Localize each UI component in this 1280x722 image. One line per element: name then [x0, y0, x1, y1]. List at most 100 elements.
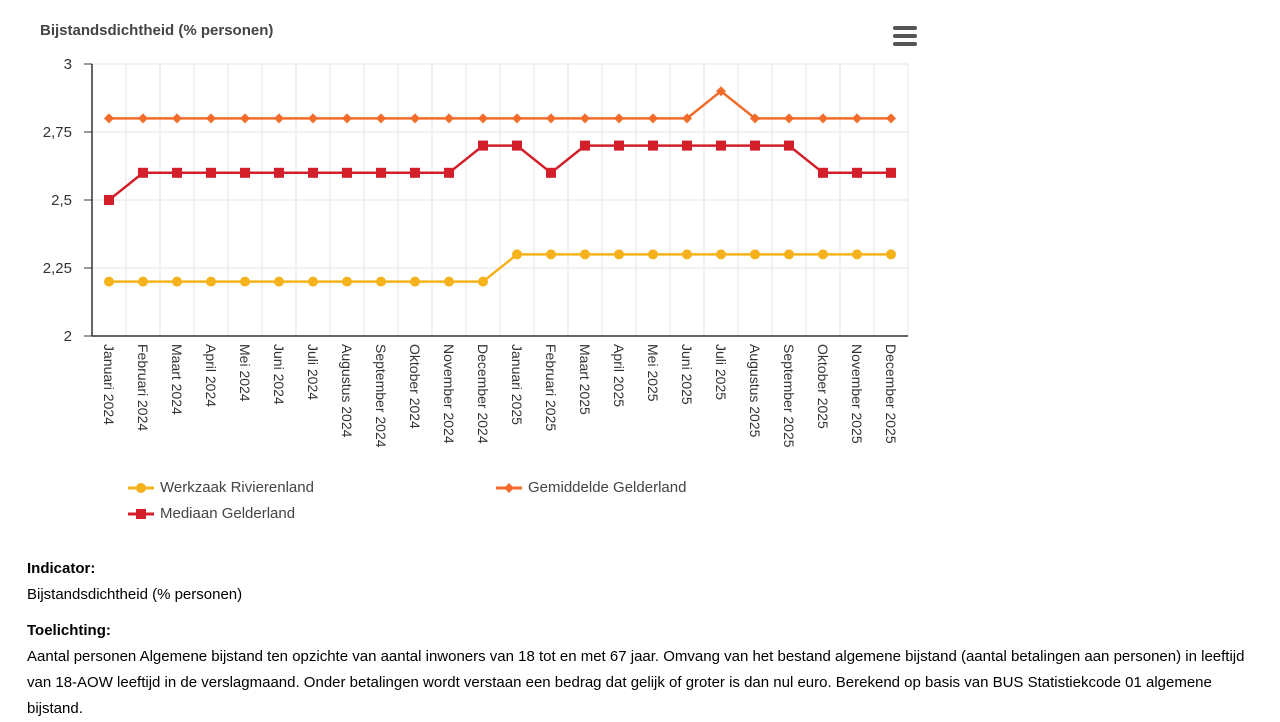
chart-menu-button[interactable] [892, 26, 920, 50]
data-point-square [784, 140, 794, 151]
legend-item-mediaan[interactable]: Mediaan Gelderland [128, 505, 295, 522]
data-point-diamond [342, 113, 352, 124]
x-tick-label: Mei 2024 [237, 344, 253, 402]
data-point-circle [410, 276, 420, 287]
data-point-circle [648, 249, 658, 260]
data-point-circle [308, 276, 318, 287]
data-point-square [750, 140, 760, 151]
line-chart: 2 2,25 2,5 2,75 3 Januari 2024 Februari 2024 Ma… [43, 56, 909, 448]
x-tick-label: November 2025 [849, 344, 865, 444]
x-tick-label: December 2025 [883, 344, 899, 444]
data-point-diamond [512, 113, 522, 124]
x-tick-label: Juli 2025 [713, 344, 729, 400]
x-tick-label: April 2024 [203, 344, 219, 407]
data-point-square [818, 167, 828, 178]
data-point-circle [512, 249, 522, 260]
legend-label: Mediaan Gelderland [160, 505, 296, 522]
legend-item-werkzaak[interactable]: Werkzaak Rivierenland [128, 479, 314, 496]
series-line-0 [109, 253, 891, 283]
data-point-circle [546, 249, 556, 260]
data-point-diamond [478, 113, 488, 124]
data-point-square [886, 167, 896, 178]
data-point-square [308, 167, 318, 178]
legend-label: Werkzaak Rivierenland [160, 479, 314, 496]
data-point-square [444, 167, 454, 178]
data-point-diamond [716, 86, 726, 97]
x-tick-label: Mei 2025 [645, 344, 661, 402]
data-point-square [682, 140, 692, 151]
data-point-square [716, 140, 726, 151]
data-point-circle [716, 249, 726, 260]
toelichting-text: Aantal personen Algemene bijstand ten op… [27, 648, 1245, 717]
indicator-label: Indicator: [27, 560, 96, 577]
data-point-diamond [614, 113, 624, 124]
data-point-diamond [240, 113, 250, 124]
data-point-square [546, 167, 556, 178]
x-tick-label: November 2024 [441, 344, 457, 444]
x-tick-label: Februari 2025 [543, 344, 559, 431]
data-point-diamond [376, 113, 386, 124]
data-point-diamond [818, 113, 828, 124]
x-tick-label: December 2024 [475, 344, 491, 444]
data-point-diamond [648, 113, 658, 124]
data-point-diamond [852, 113, 862, 124]
data-point-diamond [546, 113, 556, 124]
legend-item-gemiddelde[interactable]: Gemiddelde Gelderland [496, 479, 686, 496]
data-point-circle [852, 249, 862, 260]
toelichting-label: Toelichting: [27, 622, 111, 639]
data-point-square [852, 167, 862, 178]
data-point-circle [274, 276, 284, 287]
data-point-circle [818, 249, 828, 260]
data-point-square [410, 167, 420, 178]
x-tick-label: April 2025 [611, 344, 627, 407]
data-point-circle [172, 276, 182, 287]
data-point-circle [376, 276, 386, 287]
y-tick-label: 2,5 [51, 192, 72, 209]
data-point-diamond [274, 113, 284, 124]
data-point-diamond [206, 113, 216, 124]
data-point-circle [886, 249, 896, 260]
x-tick-label: Juni 2024 [271, 344, 287, 405]
data-point-diamond [308, 113, 318, 124]
data-point-diamond [138, 113, 148, 124]
data-point-diamond [750, 113, 760, 124]
legend-marker-circle [128, 482, 154, 493]
data-point-circle [478, 276, 488, 287]
data-point-square [376, 167, 386, 178]
data-point-circle [784, 249, 794, 260]
x-tick-label: September 2025 [781, 344, 797, 448]
data-point-circle [342, 276, 352, 287]
data-point-diamond [886, 113, 896, 124]
data-point-diamond [104, 113, 114, 124]
data-point-diamond [682, 113, 692, 124]
data-point-square [580, 140, 590, 151]
data-point-circle [614, 249, 624, 260]
data-point-circle [580, 249, 590, 260]
data-point-square [342, 167, 352, 178]
x-tick-label: Juli 2024 [305, 344, 321, 400]
legend-marker-square [128, 508, 154, 519]
data-point-square [512, 140, 522, 151]
legend-label: Gemiddelde Gelderland [528, 479, 687, 496]
data-point-square [614, 140, 624, 151]
data-point-square [104, 195, 114, 205]
info-section: Indicator: Bijstandsdichtheid (% persone… [27, 556, 1267, 722]
x-tick-label: September 2024 [373, 344, 389, 448]
data-point-diamond [444, 113, 454, 124]
data-point-circle [444, 276, 454, 287]
data-point-diamond [172, 113, 182, 124]
data-point-circle [138, 276, 148, 287]
y-tick-label: 3 [64, 56, 72, 73]
data-point-diamond [580, 113, 590, 124]
y-tick-label: 2,25 [43, 260, 72, 277]
data-point-square [206, 167, 216, 178]
data-point-square [138, 167, 148, 178]
data-point-circle [682, 249, 692, 260]
x-tick-label: Januari 2024 [101, 344, 117, 425]
x-tick-label: Juni 2025 [679, 344, 695, 405]
data-point-square [240, 167, 250, 178]
data-point-square [274, 167, 284, 178]
hamburger-menu-icon [893, 26, 917, 30]
data-point-circle [240, 276, 250, 287]
series-line-1 [109, 89, 891, 120]
